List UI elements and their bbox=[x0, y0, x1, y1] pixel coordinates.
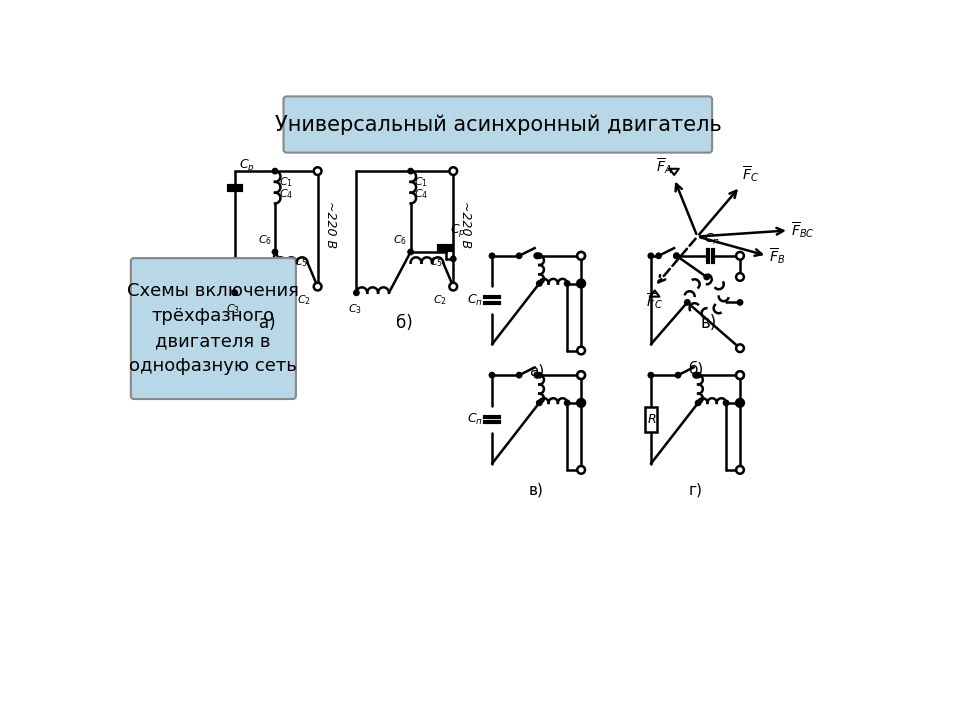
Circle shape bbox=[736, 273, 744, 281]
Circle shape bbox=[577, 372, 585, 379]
Circle shape bbox=[577, 466, 585, 474]
Text: $C_п$: $C_п$ bbox=[467, 292, 483, 307]
Text: $C_4$: $C_4$ bbox=[278, 187, 293, 201]
Text: $C_3$: $C_3$ bbox=[348, 302, 362, 316]
Circle shape bbox=[577, 279, 585, 287]
Circle shape bbox=[736, 344, 744, 352]
Circle shape bbox=[579, 281, 584, 287]
Text: а): а) bbox=[529, 364, 544, 379]
Circle shape bbox=[534, 372, 540, 378]
Circle shape bbox=[737, 400, 743, 405]
Circle shape bbox=[314, 283, 322, 290]
Text: $\overline{F}_{BC}$: $\overline{F}_{BC}$ bbox=[791, 220, 815, 240]
Circle shape bbox=[736, 399, 744, 407]
Text: $C_1$: $C_1$ bbox=[278, 175, 293, 189]
Circle shape bbox=[564, 400, 570, 405]
Circle shape bbox=[674, 253, 679, 258]
Circle shape bbox=[693, 372, 699, 378]
Text: $C_6$: $C_6$ bbox=[257, 233, 272, 248]
Text: $C_2$: $C_2$ bbox=[298, 293, 311, 307]
Circle shape bbox=[408, 168, 414, 174]
Text: в): в) bbox=[529, 483, 544, 498]
Text: б): б) bbox=[396, 313, 413, 331]
Circle shape bbox=[695, 400, 701, 405]
Circle shape bbox=[693, 372, 699, 378]
Text: $\overline{F}_C$: $\overline{F}_C$ bbox=[646, 291, 663, 311]
Text: $C_5$: $C_5$ bbox=[429, 255, 444, 269]
Circle shape bbox=[273, 168, 277, 174]
Circle shape bbox=[577, 252, 585, 260]
Circle shape bbox=[648, 253, 654, 258]
Circle shape bbox=[737, 300, 743, 305]
Text: $C_3$: $C_3$ bbox=[227, 302, 240, 316]
Circle shape bbox=[577, 252, 585, 260]
Circle shape bbox=[723, 400, 729, 405]
Circle shape bbox=[674, 253, 679, 258]
Text: а): а) bbox=[259, 313, 276, 331]
Text: $C_п$: $C_п$ bbox=[467, 412, 483, 427]
Text: $C_1$: $C_1$ bbox=[415, 175, 428, 189]
Text: Схемы включения
трёхфазного
двигателя в
однофазную сеть: Схемы включения трёхфазного двигателя в … bbox=[127, 282, 299, 375]
Circle shape bbox=[684, 300, 690, 305]
Circle shape bbox=[450, 256, 456, 261]
Circle shape bbox=[534, 253, 540, 258]
Text: ~220 В: ~220 В bbox=[460, 201, 472, 248]
Circle shape bbox=[537, 281, 542, 287]
Circle shape bbox=[490, 372, 494, 378]
Circle shape bbox=[408, 249, 414, 255]
Text: $C_4$: $C_4$ bbox=[415, 187, 429, 201]
Text: $\overline{F}_C$: $\overline{F}_C$ bbox=[741, 164, 758, 184]
Circle shape bbox=[537, 253, 542, 258]
Text: $C_6$: $C_6$ bbox=[394, 233, 408, 248]
Circle shape bbox=[273, 249, 277, 255]
Circle shape bbox=[537, 372, 542, 378]
Text: Универсальный асинхронный двигатель: Универсальный асинхронный двигатель bbox=[275, 114, 722, 135]
Text: $C_п$: $C_п$ bbox=[704, 231, 720, 246]
Bar bbox=[645, 407, 657, 432]
Text: г): г) bbox=[688, 483, 703, 498]
Circle shape bbox=[516, 372, 522, 378]
Circle shape bbox=[534, 372, 540, 378]
Circle shape bbox=[675, 372, 681, 378]
Text: в): в) bbox=[701, 313, 717, 331]
Text: $C_2$: $C_2$ bbox=[433, 293, 447, 307]
FancyBboxPatch shape bbox=[131, 258, 296, 399]
Text: R: R bbox=[647, 413, 656, 426]
Text: ~220 В: ~220 В bbox=[324, 201, 337, 248]
Text: $\overline{F}_A$: $\overline{F}_A$ bbox=[656, 156, 672, 176]
Text: $\overline{F}_B$: $\overline{F}_B$ bbox=[770, 246, 785, 266]
Circle shape bbox=[232, 290, 237, 295]
Text: $C_5$: $C_5$ bbox=[294, 255, 307, 269]
Circle shape bbox=[516, 253, 522, 258]
Circle shape bbox=[534, 253, 540, 258]
Circle shape bbox=[695, 372, 701, 378]
Circle shape bbox=[577, 372, 585, 379]
Circle shape bbox=[736, 466, 744, 474]
Text: $C_р$: $C_р$ bbox=[450, 222, 466, 239]
Circle shape bbox=[490, 253, 494, 258]
FancyBboxPatch shape bbox=[283, 96, 712, 153]
Circle shape bbox=[449, 167, 457, 175]
Circle shape bbox=[537, 400, 542, 405]
Text: б): б) bbox=[687, 361, 703, 377]
Circle shape bbox=[736, 252, 744, 260]
Circle shape bbox=[736, 372, 744, 379]
Circle shape bbox=[579, 400, 584, 405]
Circle shape bbox=[564, 281, 570, 287]
Circle shape bbox=[353, 290, 359, 295]
Circle shape bbox=[704, 274, 709, 279]
Circle shape bbox=[656, 253, 661, 258]
Text: $C_р$: $C_р$ bbox=[239, 157, 254, 174]
Circle shape bbox=[314, 167, 322, 175]
Circle shape bbox=[736, 372, 744, 379]
Circle shape bbox=[577, 346, 585, 354]
Circle shape bbox=[648, 372, 654, 378]
Circle shape bbox=[449, 283, 457, 290]
Circle shape bbox=[577, 399, 585, 407]
